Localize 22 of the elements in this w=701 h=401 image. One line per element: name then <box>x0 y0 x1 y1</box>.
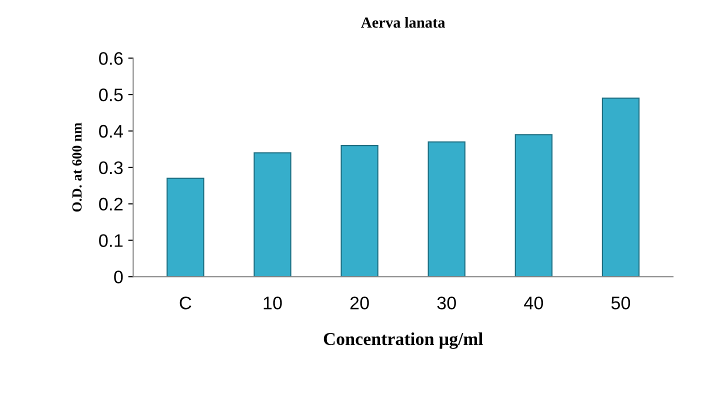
y-tick-label: 0.6 <box>99 52 123 65</box>
x-axis-title: Concentration μg/ml <box>324 332 483 349</box>
y-tick-label: 0.5 <box>99 88 123 102</box>
bar <box>602 98 640 277</box>
x-tick-label: 20 <box>350 296 369 310</box>
bar <box>254 152 292 277</box>
x-tick-label: 40 <box>524 296 543 310</box>
y-tick-label: 0.1 <box>99 234 123 247</box>
y-axis-title: O.D. at 600 nm <box>72 122 82 212</box>
chart-title: Aerva lanata <box>361 16 446 28</box>
y-tick-label: 0 <box>114 270 123 284</box>
x-tick-label: C <box>180 296 192 310</box>
y-tick-label: 0.4 <box>99 124 123 138</box>
y-tick-label: 0.3 <box>99 161 123 174</box>
y-tick-label: 0.2 <box>99 198 123 211</box>
x-tick-label: 50 <box>611 296 630 310</box>
x-tick-label: 10 <box>264 296 282 310</box>
x-tick-label: 30 <box>437 296 456 310</box>
bar <box>514 134 552 277</box>
bar <box>340 145 378 277</box>
bar <box>166 178 204 277</box>
bar <box>428 141 466 277</box>
